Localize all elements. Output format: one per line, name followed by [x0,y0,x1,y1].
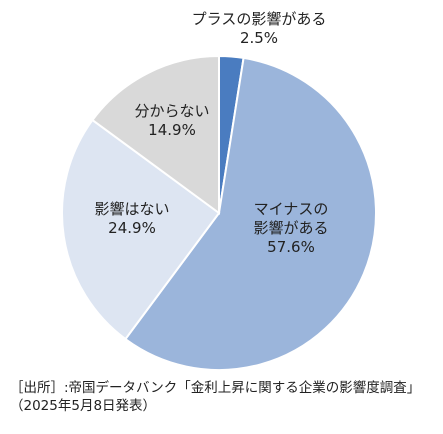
slice-category-label: マイナスの [254,200,329,218]
label-minus-impact: マイナスの影響がある 57.6% [253,200,328,256]
pie-slices [61,54,377,371]
slice-value-label: 2.5% [240,29,278,47]
slice-minus-impact [124,56,377,371]
slice-value-label: 57.6% [267,238,315,256]
label-no-impact: 影響はない 24.9% [94,200,169,237]
slice-unknown [91,54,220,215]
pie-chart: プラスの影響がある 2.5% マイナスの影響がある 57.6% 影響はない 24.9% 分か… [61,10,377,371]
slice-category-label: 分からない [134,102,209,120]
slice-no-impact [61,118,221,341]
label-plus-impact: プラスの影響がある 2.5% [192,10,327,47]
slice-category-label: 影響はない [94,200,169,218]
source-note-line1: ［出所］:帝国データバンク「金利上昇に関する企業の影響度調査」 [10,380,421,396]
slice-value-label: 14.9% [148,121,196,139]
slice-category-label: 影響がある [253,219,328,237]
source-note-line2: （2025年5月8日発表） [10,398,157,414]
pie-labels: プラスの影響がある 2.5% マイナスの影響がある 57.6% 影響はない 24.9% 分か… [94,10,328,256]
label-unknown: 分からない 14.9% [134,102,209,139]
slice-category-label: プラスの影響がある [192,10,327,28]
slice-value-label: 24.9% [108,219,156,237]
